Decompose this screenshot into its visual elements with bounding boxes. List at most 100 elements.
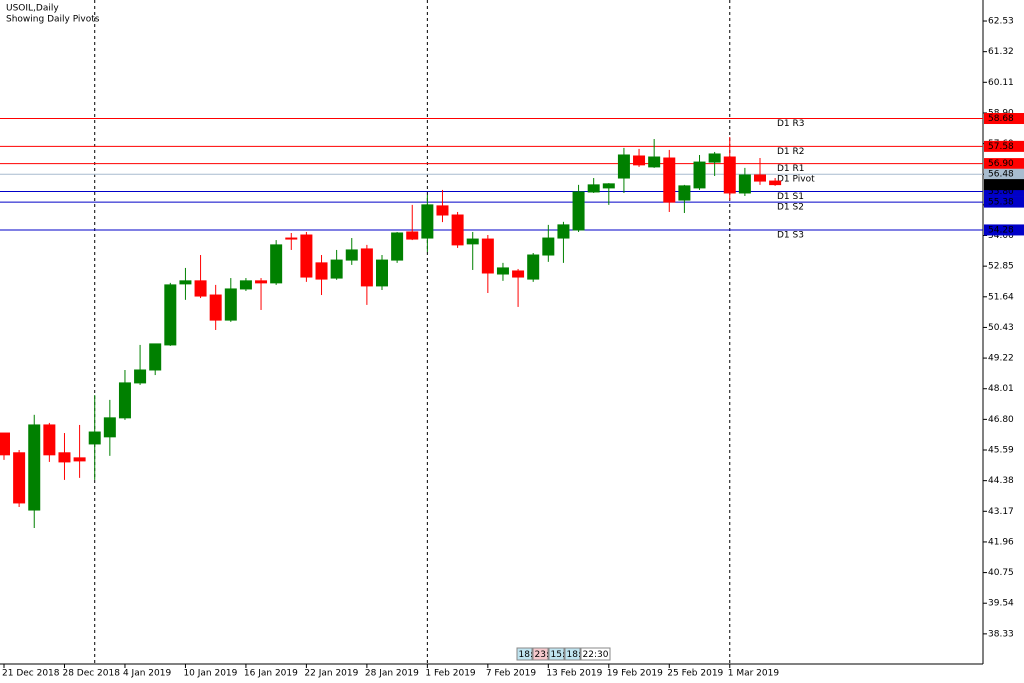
y-tick-label: 48.01 [988, 384, 1014, 394]
candle-body [376, 259, 388, 287]
candle-body [678, 185, 691, 201]
y-tick-label: 60.11 [988, 78, 1014, 88]
pivot-name: D1 S1 [777, 192, 804, 202]
candle-body [466, 238, 479, 245]
candle-body [179, 280, 192, 285]
timer-cell [580, 647, 611, 661]
timer-text: 18: [567, 650, 581, 660]
candle-body [421, 204, 434, 239]
x-tick-label: 13 Feb 2019 [546, 669, 602, 679]
timer-cell [564, 647, 581, 661]
candle-body [73, 457, 86, 462]
y-tick-label: 61.32 [988, 47, 1014, 57]
timer-cell [516, 647, 533, 661]
y-tick-label: 54.06 [988, 231, 1014, 241]
y-tick-label: 49.22 [988, 354, 1014, 364]
x-tick-label: 1 Feb 2019 [425, 669, 476, 679]
candle-body [88, 431, 101, 445]
candle-body [602, 183, 615, 189]
candle-body [738, 174, 751, 194]
candle-body [723, 156, 736, 194]
pivot-name: D1 R1 [777, 164, 805, 174]
chart-subtitle: Showing Daily Pivots [6, 15, 100, 25]
x-tick-label: 16 Jan 2019 [244, 669, 298, 679]
candle-body [527, 254, 540, 280]
y-tick-label: 51.64 [988, 292, 1014, 302]
timer-text: 23: [535, 650, 549, 660]
x-tick-label: 28 Jan 2019 [365, 669, 419, 679]
chart-title: USOIL,Daily [6, 4, 59, 14]
candle-body [194, 280, 207, 297]
candle-body [43, 424, 56, 456]
candle-body [496, 267, 509, 275]
candle-body [134, 369, 147, 384]
x-tick-label: 19 Feb 2019 [607, 669, 663, 679]
timer-cell [548, 647, 565, 661]
x-tick-label: 1 Mar 2019 [728, 669, 780, 679]
y-tick-label: 38.33 [988, 629, 1014, 639]
price-box-label: 56.48 [988, 170, 1014, 180]
candle-body [28, 424, 41, 511]
price-box [984, 224, 1024, 236]
pivot-name: D1 R3 [777, 119, 805, 129]
price-box [984, 185, 1024, 197]
candle-body [754, 174, 766, 182]
x-tick-label: 21 Dec 2018 [2, 669, 60, 679]
y-tick-label: 45.59 [988, 446, 1014, 456]
price-box [984, 113, 1024, 125]
candle-body [406, 231, 419, 240]
y-tick-label: 52.85 [988, 262, 1014, 272]
price-box-label: 55.80 [988, 187, 1014, 197]
timer-text: 18: [519, 650, 533, 660]
candle-body [239, 280, 252, 290]
candle-body [149, 343, 162, 371]
candle-body [58, 452, 71, 463]
candle-body [270, 244, 283, 284]
price-box [984, 168, 1024, 180]
candle-body [285, 237, 298, 240]
y-tick-label: 62.53 [988, 17, 1014, 27]
price-box [984, 158, 1024, 170]
candle-body [13, 452, 26, 504]
candle-body [300, 234, 313, 278]
candle-body [769, 180, 782, 186]
candle-body [617, 154, 630, 179]
price-box-label: 57.58 [988, 142, 1014, 152]
x-tick-label: 4 Jan 2019 [123, 669, 171, 679]
candle-body [360, 248, 373, 287]
pivot-name: D1 S3 [777, 230, 804, 240]
pivot-name: D1 Pivot [777, 175, 815, 185]
pivot-name: D1 R2 [777, 147, 805, 157]
candle-body [103, 417, 116, 438]
price-box-label: 54.28 [988, 225, 1014, 235]
current-price-label: 56.07 [988, 180, 1014, 190]
x-tick-label: 7 Feb 2019 [486, 669, 537, 679]
x-tick-label: 10 Jan 2019 [183, 669, 237, 679]
y-tick-label: 39.54 [988, 599, 1014, 609]
x-tick-label: 22 Jan 2019 [304, 669, 358, 679]
candle-body [481, 238, 494, 274]
price-box [984, 196, 1024, 208]
candle-body [118, 382, 131, 419]
candle-body [557, 224, 570, 239]
candle-body [224, 288, 237, 321]
candle-body [345, 249, 358, 261]
y-tick-label: 44.38 [988, 476, 1014, 486]
candle-body [693, 161, 706, 189]
candle-body [633, 155, 646, 166]
timer-text: 15: [551, 650, 565, 660]
candle-body [572, 191, 585, 231]
x-tick-label: 25 Feb 2019 [667, 669, 723, 679]
candle-body [587, 184, 600, 193]
candle-body [436, 205, 449, 216]
candle-body [164, 284, 177, 346]
pivot-name: D1 S2 [777, 203, 804, 213]
price-box-label: 58.68 [988, 114, 1014, 124]
candle-body [512, 270, 525, 278]
timer-text: 22:30 [583, 650, 609, 660]
candle-body [451, 214, 464, 246]
candle-body [209, 294, 222, 321]
y-tick-label: 40.75 [988, 568, 1014, 578]
y-tick-label: 43.17 [988, 507, 1014, 517]
